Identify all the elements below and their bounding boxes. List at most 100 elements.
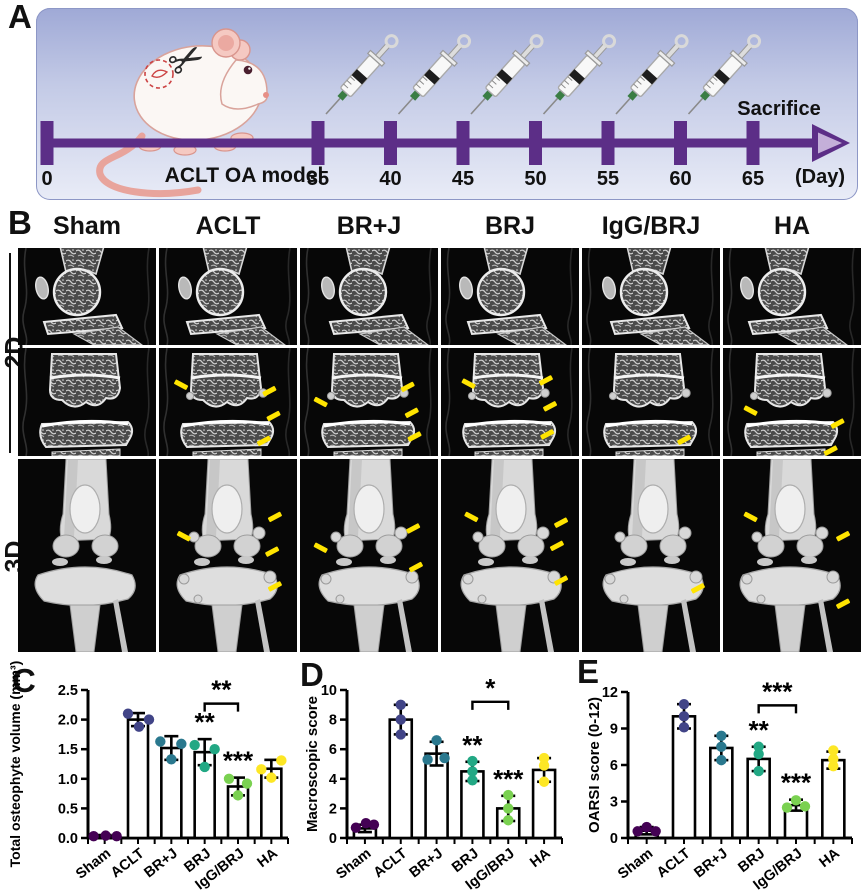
data-point [133, 721, 145, 732]
timeline-axis [40, 121, 850, 165]
significance-bracket [203, 702, 240, 712]
data-point [467, 755, 478, 767]
x-category-label: ACLT [654, 845, 694, 881]
microct-image-cor-aclt [159, 347, 297, 457]
y-tick-label: 0 [610, 831, 618, 847]
microct-image-cor-ha [723, 347, 861, 457]
x-category-label: HA [254, 845, 281, 871]
day-tick-label: 60 [669, 168, 692, 190]
data-point [753, 741, 764, 752]
yellow-arrow-icon [266, 410, 281, 422]
significance-bracket [757, 704, 798, 714]
data-point [716, 741, 727, 752]
data-point [828, 753, 839, 765]
data-point [678, 722, 690, 733]
bar-ha [821, 758, 846, 840]
yellow-arrow-icon [743, 405, 758, 416]
bracket-significance-stars: * [485, 673, 496, 703]
column-header-brj: BRJ [484, 212, 535, 240]
data-point [538, 776, 550, 787]
data-point [176, 738, 187, 750]
yellow-arrow-icon [400, 381, 415, 393]
data-point [503, 789, 514, 801]
yellow-arrow-icon [554, 517, 569, 528]
bracket-significance-stars: *** [762, 676, 793, 706]
sacrifice-label: Sacrifice [737, 98, 821, 120]
day-tick-label: 40 [379, 168, 402, 190]
yellow-arrow-icon [262, 386, 277, 397]
day-tick-label: 65 [741, 168, 765, 190]
yellow-arrow-icon [404, 407, 419, 418]
data-point [467, 766, 478, 777]
microct-image-sag-brj [441, 245, 579, 346]
data-point [223, 773, 235, 784]
microct-image-cor-sham [18, 347, 156, 457]
day-tick-label: 45 [451, 168, 475, 190]
osteophyte-arrows [743, 405, 845, 456]
yellow-arrow-icon [677, 434, 692, 445]
x-category-label: Sham [615, 846, 656, 883]
microct-image-cor-brj [441, 347, 579, 457]
data-point [716, 754, 727, 766]
x-category-label: ACLT [371, 845, 411, 881]
y-tick-label: 9 [610, 722, 618, 738]
y-tick-label: 3 [610, 795, 618, 811]
yellow-arrow-icon [408, 561, 423, 573]
microct-image-cor-igg-brj [582, 347, 720, 457]
data-point [716, 730, 727, 741]
y-tick-label: 4 [329, 772, 337, 788]
y-tick-label: 0.5 [58, 801, 78, 817]
y-tick-label: 6 [329, 742, 337, 758]
data-point [538, 752, 550, 764]
yellow-arrow-icon [830, 418, 845, 429]
chart-c: 0.0 0.5 1.0 1.5 2.0 2.5 Total osteophyte volum… [7, 661, 289, 893]
day-tick-label: 50 [524, 168, 547, 190]
data-point [790, 795, 802, 806]
data-point [781, 802, 793, 813]
data-point [232, 790, 244, 801]
yellow-arrow-icon [823, 445, 838, 456]
osteophyte-arrows [677, 434, 692, 445]
osteophyte-arrows [313, 381, 422, 442]
column-header-aclt: ACLT [195, 212, 261, 240]
data-point [828, 761, 839, 772]
osteophyte-arrows [743, 511, 851, 609]
timeline-tick [40, 121, 54, 165]
data-point [799, 801, 811, 812]
microct-image-td-igg-brj [582, 458, 720, 653]
y-tick-label: 2 [329, 801, 337, 817]
y-axis-title: Total osteophyte volume (mm³) [7, 661, 23, 868]
syringe-icon [615, 34, 689, 115]
data-point [241, 778, 253, 789]
bar-aclt [126, 718, 150, 840]
data-point [753, 748, 764, 760]
yellow-arrow-icon [256, 435, 271, 447]
data-point [276, 755, 287, 766]
x-category-label: Sham [333, 846, 374, 883]
osteophyte-arrows [174, 379, 281, 447]
data-point [199, 761, 210, 773]
column-header-sham: Sham [52, 212, 122, 240]
microct-image-td-sham [18, 458, 156, 653]
data-point [678, 711, 690, 722]
yellow-arrow-icon [836, 598, 851, 609]
y-tick-label: 2.5 [58, 683, 78, 699]
significance-stars: ** [749, 715, 770, 745]
data-point [88, 831, 99, 842]
data-point [122, 708, 134, 719]
yellow-arrow-icon [743, 511, 758, 523]
timeline-tick [456, 121, 470, 165]
yellow-arrow-icon [543, 401, 558, 412]
microct-image-td-brj [441, 458, 579, 653]
x-category-label: ACLT [108, 845, 148, 881]
timeline-tick [601, 121, 615, 165]
syringe-icon [325, 34, 399, 115]
osteophyte-arrows [690, 583, 705, 594]
yellow-arrow-icon [538, 375, 553, 386]
microct-image-sag-br-j [300, 245, 438, 346]
significance-stars: ** [195, 707, 216, 737]
microct-image-td-aclt [159, 458, 297, 653]
data-point [111, 831, 122, 842]
significance-stars: *** [493, 764, 524, 794]
yellow-arrow-icon [313, 542, 328, 553]
